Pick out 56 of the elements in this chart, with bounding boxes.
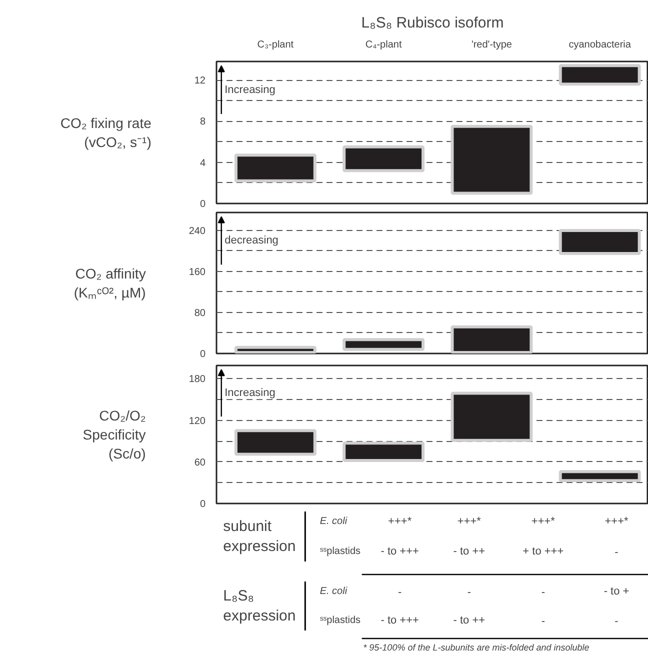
text: * 95-100% of the L-subunits are mis-folded and insoluble	[363, 642, 590, 652]
y-axis-title: CO₂ fixing rate (vCO₂, s⁻¹)	[60, 114, 152, 150]
text: +++*	[457, 516, 482, 528]
text: E. coli	[320, 516, 348, 527]
text: + to +++	[522, 546, 564, 558]
y-axis-title: CO₂/O₂ Specificity (Sc/o)	[82, 407, 146, 462]
chart-title: L₈S₈ Rubisco isoform	[361, 14, 504, 32]
y-tick-label: 160	[188, 266, 206, 278]
bar	[558, 228, 641, 256]
text: -	[614, 546, 619, 558]
text: L₈S₈ expression	[223, 587, 296, 625]
bar	[558, 470, 641, 482]
text: -	[614, 616, 619, 628]
bar	[450, 124, 533, 195]
text: subunit expression	[223, 518, 296, 556]
text: ˢˢplastids	[320, 546, 361, 557]
text: - to ++	[453, 546, 486, 558]
text: - to +	[604, 586, 630, 598]
bar	[558, 64, 641, 86]
bar	[342, 442, 425, 462]
y-tick-label: 240	[188, 226, 206, 237]
text: -	[467, 586, 472, 598]
text: +++*	[531, 516, 556, 528]
bar	[234, 429, 316, 456]
bar	[342, 145, 425, 172]
y-tick-label: 180	[188, 374, 206, 386]
text: -	[541, 616, 546, 628]
annotation: Increasing	[224, 84, 276, 96]
y-tick-label: 8	[200, 116, 206, 128]
text: -	[398, 586, 402, 598]
text: +++*	[388, 516, 412, 528]
text: +++*	[604, 516, 629, 528]
y-tick-label: 12	[194, 76, 206, 87]
y-tick-label: 120	[188, 416, 206, 427]
annotation: Increasing	[224, 387, 276, 400]
y-axis-title: CO₂ affinity (Kₘᶜᴼ², µM)	[74, 265, 146, 301]
text: - to ++	[453, 614, 486, 626]
bar	[234, 154, 316, 182]
x-tick-label: C₄-plant	[365, 40, 402, 50]
x-tick-label: C₃-plant	[257, 40, 294, 50]
bar	[342, 338, 425, 351]
x-tick-label: 'red'-type	[471, 40, 512, 50]
y-tick-label: 4	[200, 158, 206, 169]
y-tick-label: 0	[200, 349, 206, 360]
y-tick-label: 0	[200, 199, 206, 210]
text: - to +++	[380, 546, 419, 558]
bar	[450, 392, 533, 442]
text: -	[541, 586, 546, 598]
text: ˢˢplastids	[320, 615, 361, 626]
y-tick-label: 80	[194, 308, 206, 319]
text: - to +++	[380, 614, 419, 626]
annotation: decreasing	[224, 234, 278, 247]
y-tick-label: 60	[194, 457, 206, 468]
y-tick-label: 0	[200, 499, 206, 510]
x-tick-label: cyanobacteria	[568, 40, 632, 50]
text: E. coli	[320, 586, 348, 597]
